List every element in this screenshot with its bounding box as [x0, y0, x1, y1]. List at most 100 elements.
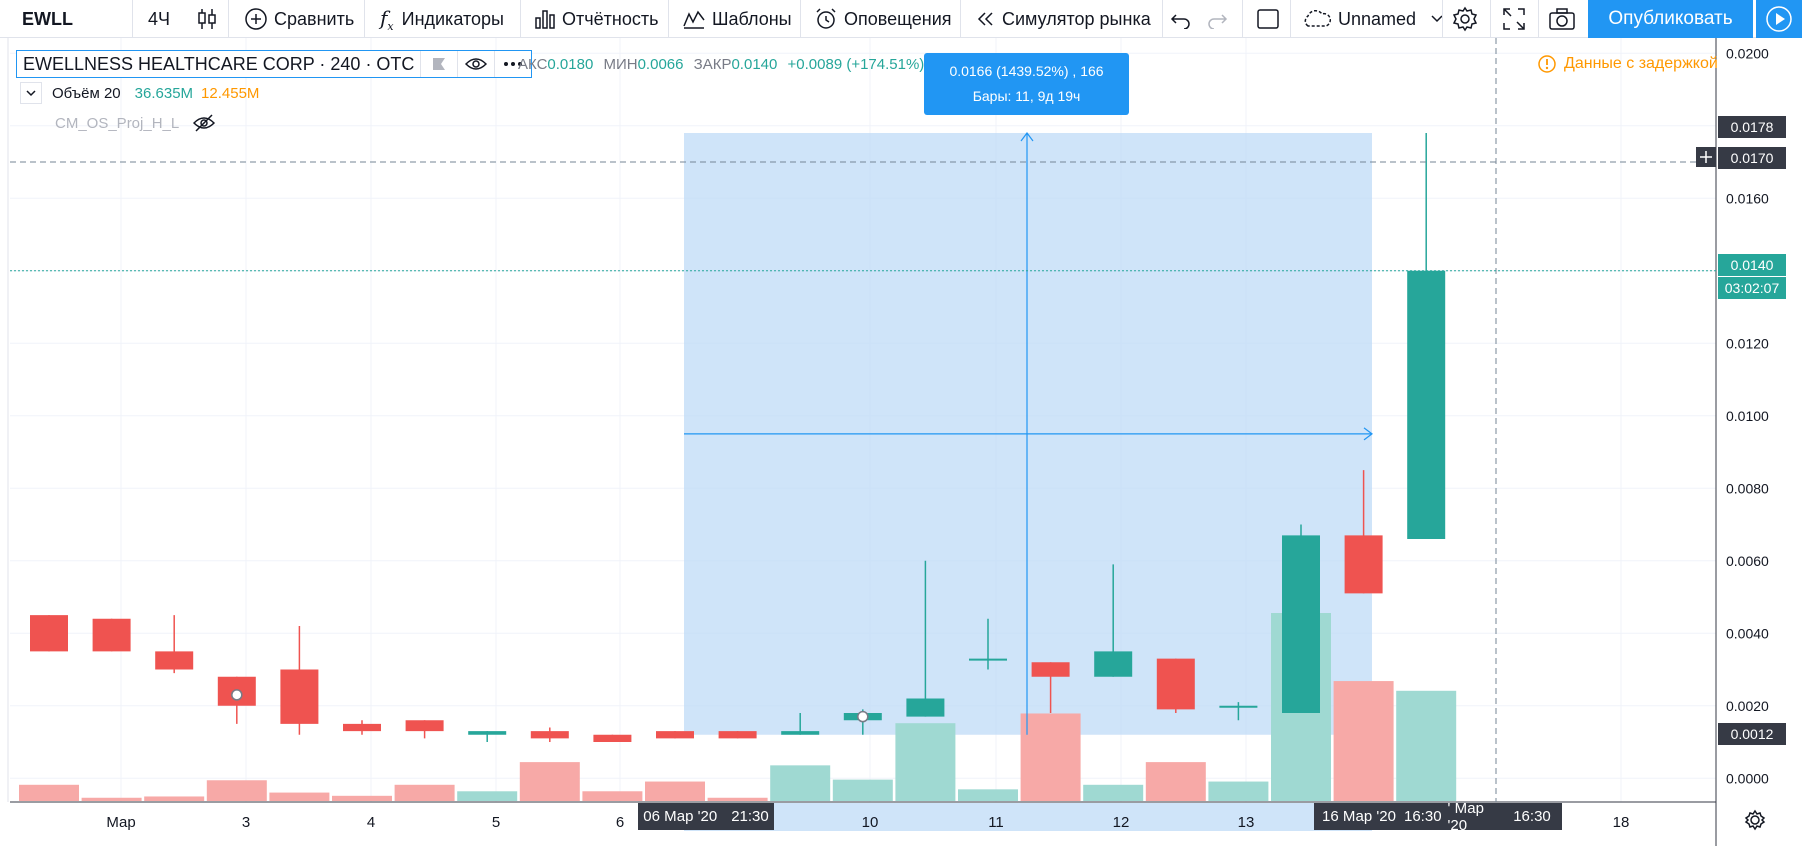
- layout-name-button[interactable]: Unnamed: [1300, 0, 1452, 38]
- range-start-date: 06 Мар '20: [643, 808, 718, 825]
- cloud-icon: [1304, 10, 1332, 27]
- toolbar-divider: [1162, 0, 1163, 38]
- crosshair-clock: 16:30: [1513, 808, 1551, 825]
- candle-body: [969, 658, 1007, 661]
- candle-body: [343, 723, 381, 732]
- candle-body: [1344, 535, 1383, 594]
- candle-body: [593, 734, 632, 742]
- volume-bar: [1083, 784, 1144, 801]
- toolbar-divider: [364, 0, 365, 38]
- volume-bar: [144, 796, 205, 801]
- chart-type-button[interactable]: [196, 0, 224, 38]
- range-end-date: 16 Мар '20: [1322, 808, 1396, 825]
- candle-body: [530, 731, 569, 739]
- volume-bar: [770, 765, 831, 801]
- compare-button[interactable]: Сравнить: [244, 0, 354, 38]
- toolbar-divider: [1242, 0, 1243, 38]
- toolbar-divider: [1442, 0, 1443, 38]
- fullscreen-layout-button[interactable]: [1256, 0, 1286, 38]
- price-tick-label: 0.0200: [1726, 45, 1769, 61]
- reports-label: Отчётность: [562, 8, 659, 29]
- candle-body: [781, 731, 820, 735]
- measure-tooltip: 0.0166 (1439.52%) , 166 Бары: 11, 9д 19ч: [924, 53, 1129, 115]
- candle-body: [92, 618, 131, 652]
- settings-button[interactable]: [1452, 0, 1484, 38]
- axis-settings-icon[interactable]: [1744, 809, 1766, 831]
- indicator-legend[interactable]: CM_OS_Proj_H_L: [55, 114, 216, 132]
- crosshair-price-label: 0.0170: [1718, 147, 1786, 169]
- plus-circle-icon: [245, 8, 267, 30]
- interval-label: 4Ч: [148, 8, 171, 29]
- expand-icon: [1503, 8, 1525, 30]
- volume-bar: [645, 781, 705, 801]
- ohlc-values: АКС0.0180 МИН0.0066 ЗАКР0.0140 +0.0089 (…: [518, 56, 924, 73]
- hidden-eye-icon[interactable]: [193, 114, 216, 132]
- candle-body: [1094, 651, 1133, 677]
- range-end-clock: 16:30: [1404, 808, 1442, 825]
- undo-button[interactable]: [1170, 0, 1198, 38]
- price-tick-label: 0.0060: [1726, 553, 1769, 569]
- replay-button[interactable]: Симулятор рынка: [976, 0, 1151, 38]
- price-tick-label: 0.0120: [1726, 335, 1769, 351]
- time-axis[interactable]: Мар 3 4 5 6 10 11 12 13 18: [106, 803, 1766, 831]
- event-marker: [231, 689, 243, 701]
- volume-bar: [206, 780, 267, 801]
- flag-icon: [433, 58, 446, 70]
- overlays: [10, 38, 1716, 802]
- volume-bar: [457, 791, 518, 801]
- publish-button[interactable]: Опубликовать: [1588, 0, 1753, 38]
- collapse-legend-button[interactable]: [20, 82, 42, 104]
- alerts-button[interactable]: Оповещения: [814, 0, 952, 38]
- time-tick-label: 11: [988, 814, 1004, 831]
- measure-bars: Бары: 11, 9д 19ч: [972, 88, 1081, 104]
- redo-button[interactable]: [1206, 0, 1234, 38]
- time-tick-label: 5: [492, 814, 500, 831]
- high-label: АКС: [518, 56, 548, 73]
- flag-button[interactable]: [420, 51, 457, 77]
- templates-icon: [683, 10, 705, 29]
- price-tick-label: 0.0040: [1726, 625, 1769, 641]
- replay-label: Симулятор рынка: [1002, 8, 1151, 29]
- time-tick-label: 10: [862, 814, 879, 831]
- indicators-button[interactable]: fx Индикаторы: [380, 0, 504, 38]
- compare-label: Сравнить: [274, 8, 355, 29]
- symbol-search[interactable]: EWLL: [22, 0, 73, 38]
- volume-bar: [332, 795, 392, 801]
- high-value: 0.0180: [547, 56, 594, 73]
- measure-arrow-up: [1020, 132, 1034, 142]
- symbol-legend[interactable]: EWELLNESS HEALTHCARE CORP · 240 · OTC: [16, 50, 533, 78]
- fullscreen-button[interactable]: [1502, 0, 1532, 38]
- toolbar-divider: [228, 0, 229, 38]
- more-button[interactable]: [494, 51, 531, 77]
- volume-bar: [1020, 713, 1081, 801]
- snapshot-button[interactable]: [1548, 0, 1582, 38]
- templates-button[interactable]: Шаблоны: [682, 0, 792, 38]
- delayed-data-notice[interactable]: Данные с задержкой: [1538, 55, 1718, 73]
- volume-bar: [1145, 762, 1206, 801]
- reports-button[interactable]: Отчётность: [534, 0, 658, 38]
- range-end-date-label: 16 Мар '20: [1314, 803, 1404, 830]
- low-label: МИН: [603, 56, 638, 73]
- crosshair-date: ' Мар '20: [1447, 799, 1484, 834]
- interval-button[interactable]: 4Ч: [148, 0, 170, 38]
- volume-bar: [1396, 690, 1457, 801]
- high-price-label: 0.0178: [1718, 116, 1786, 138]
- price-tick-label: 0.0080: [1726, 480, 1769, 496]
- time-range-highlight: [684, 803, 1372, 831]
- top-toolbar: EWLL 4Ч Сравнить fx Индикаторы Отчётност…: [0, 0, 1802, 38]
- range-start-time-label: 06 Мар '20 21:30: [638, 803, 774, 830]
- crosshair-add-button[interactable]: [1696, 147, 1716, 167]
- volume-value-1: 36.635M: [134, 84, 194, 102]
- candles: [30, 133, 1446, 742]
- play-button[interactable]: [1756, 0, 1802, 38]
- volume-bar: [582, 791, 643, 801]
- volume-bar: [519, 762, 580, 801]
- candle-body: [468, 731, 507, 735]
- candle-body: [656, 731, 694, 739]
- time-tick-label: 12: [1113, 814, 1130, 831]
- visibility-button[interactable]: [457, 51, 494, 77]
- undo-icon: [1170, 14, 1190, 29]
- crosshair-time-label: 16:30: [1502, 803, 1562, 830]
- volume-bar: [394, 784, 455, 801]
